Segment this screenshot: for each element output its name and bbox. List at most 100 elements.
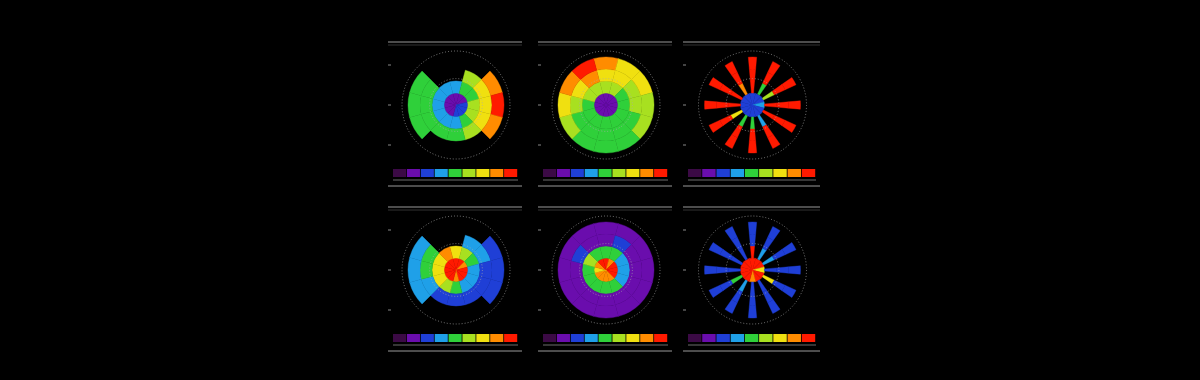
cell	[558, 93, 571, 118]
cell	[491, 93, 504, 118]
colorbar-bin	[421, 334, 434, 342]
cell	[764, 268, 776, 272]
cell	[716, 102, 728, 108]
colorbar-bin	[462, 334, 475, 342]
latitude-circle	[699, 51, 807, 159]
cell	[410, 114, 431, 139]
cell	[716, 267, 728, 273]
colorbar-bin	[745, 169, 758, 177]
latitude-circle	[430, 79, 483, 132]
colorbar-bin	[702, 169, 715, 177]
cell	[641, 93, 654, 118]
cell	[439, 82, 453, 97]
figure	[0, 0, 1200, 380]
panel	[388, 207, 522, 351]
cell	[750, 246, 754, 258]
panel	[683, 207, 820, 351]
cells	[558, 57, 654, 153]
colorbar-bin	[504, 334, 517, 342]
panel	[683, 42, 820, 186]
cell	[439, 247, 453, 262]
colorbar-bin	[716, 334, 729, 342]
cell	[744, 93, 752, 105]
frame-top	[683, 207, 820, 208]
colorbar-bin	[599, 334, 612, 342]
colorbar-bin	[490, 334, 503, 342]
cell	[558, 258, 571, 283]
cell	[762, 91, 774, 100]
cell	[764, 103, 776, 107]
side-tick	[538, 270, 541, 271]
side-tick	[683, 270, 686, 271]
cell	[768, 134, 780, 148]
colorbar-bin	[688, 334, 701, 342]
cell	[749, 294, 755, 306]
colorbar-bin	[543, 334, 556, 342]
colorbar-bin	[476, 169, 489, 177]
cells	[705, 57, 801, 153]
colorbar-axis	[543, 180, 668, 181]
frame-top-inner	[538, 45, 672, 46]
colorbar-bin	[640, 334, 653, 342]
colorbar-bin	[585, 334, 598, 342]
frame-top-inner	[388, 210, 522, 211]
frame-top	[683, 42, 820, 43]
cell	[768, 226, 780, 240]
cell	[731, 110, 743, 119]
side-tick	[683, 310, 686, 311]
colorbar-bin	[802, 334, 815, 342]
colorbar-bin	[490, 169, 503, 177]
colorbar-bin	[731, 169, 744, 177]
frame-bottom	[683, 186, 820, 187]
cell	[731, 256, 743, 265]
colorbar-bin	[773, 169, 786, 177]
cell	[739, 83, 748, 95]
cell	[594, 305, 619, 318]
cell	[762, 256, 774, 265]
colorbar-bin	[626, 169, 639, 177]
colorbar-axis	[688, 180, 816, 181]
cell	[725, 299, 737, 313]
colorbar-bin	[557, 334, 570, 342]
panel	[388, 42, 522, 186]
cell	[631, 71, 652, 96]
cell	[748, 57, 756, 69]
cell	[594, 222, 619, 235]
frame-top	[538, 42, 672, 43]
colorbar-axis	[393, 345, 518, 346]
colorbar-bin	[599, 169, 612, 177]
side-tick	[388, 105, 391, 106]
cell	[750, 81, 754, 93]
cell	[594, 57, 619, 70]
colorbar-bin	[543, 169, 556, 177]
side-tick	[683, 145, 686, 146]
colorbar-bin	[407, 169, 420, 177]
cell	[768, 61, 780, 75]
panel	[538, 42, 672, 186]
cell	[615, 295, 640, 316]
colorbar-bin	[773, 334, 786, 342]
cell	[788, 101, 800, 109]
latitude-circle	[726, 79, 779, 132]
side-tick	[388, 270, 391, 271]
colorbar-bin	[571, 169, 584, 177]
cell	[731, 91, 743, 100]
latitude-circle	[726, 244, 779, 297]
colorbar-bin	[759, 334, 772, 342]
side-tick	[388, 310, 391, 311]
side-tick	[683, 65, 686, 66]
cell	[481, 71, 502, 96]
latitude-circle	[552, 51, 660, 159]
cell	[572, 59, 597, 80]
cell	[762, 110, 774, 119]
cell	[481, 114, 502, 139]
cell	[481, 279, 502, 304]
colorbar-bin	[612, 334, 625, 342]
side-tick	[538, 105, 541, 106]
colorbar-bin	[462, 169, 475, 177]
background	[0, 0, 1200, 380]
cell	[748, 306, 756, 318]
colorbar-bin	[449, 169, 462, 177]
colorbar-bin	[759, 169, 772, 177]
side-tick	[388, 145, 391, 146]
